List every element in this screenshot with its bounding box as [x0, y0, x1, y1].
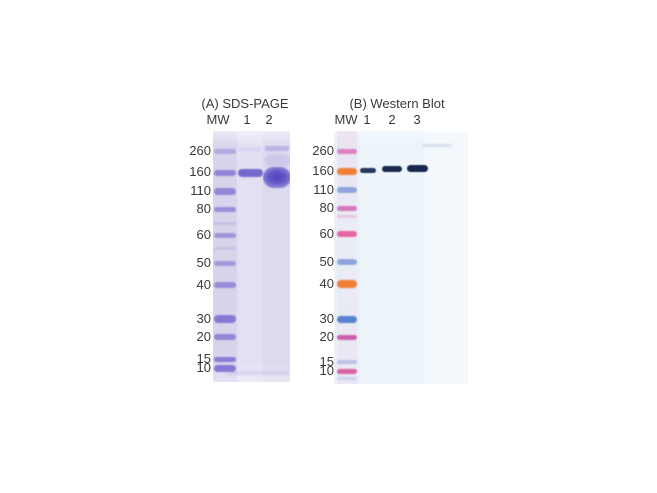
lane-label-1: 1 — [363, 112, 371, 127]
mw-label-80kda: 80 — [319, 200, 334, 215]
sample-band-lane2 — [263, 166, 290, 188]
mw-label-30kda: 30 — [196, 311, 211, 326]
ladder-band-30kda — [337, 315, 357, 323]
mw-label-10kda: 10 — [319, 363, 334, 378]
mw-label-40kda: 40 — [319, 276, 334, 291]
mw-label-260kda: 260 — [312, 143, 334, 158]
ladder-band-160kda — [214, 170, 236, 176]
ladder-band-260kda — [214, 148, 236, 154]
ladder-band-80kda — [214, 206, 236, 212]
ladder-band-50kda — [214, 260, 236, 266]
gel-image-sds-page — [213, 131, 290, 382]
ladder-band-80kda — [337, 205, 357, 211]
ladder-band-minor — [214, 221, 236, 225]
ladder-band-110kda — [337, 187, 357, 193]
ladder-band-minor — [214, 246, 236, 250]
ladder-band-20kda — [337, 334, 357, 340]
sample-band-lane3 — [422, 143, 452, 147]
mw-label-60kda: 60 — [319, 226, 334, 241]
ladder-band-60kda — [214, 232, 236, 238]
sample-band-lane2 — [265, 153, 290, 167]
mw-label-15kda: 15 — [319, 354, 334, 369]
lane-label-2: 2 — [388, 112, 396, 127]
sample-band-lane3 — [407, 164, 428, 172]
ladder-band-10kda — [214, 364, 236, 372]
mw-label-110kda: 110 — [313, 182, 334, 197]
mw-label-110kda: 110 — [190, 183, 211, 198]
ladder-band-30kda — [214, 315, 236, 323]
mw-label-20kda: 20 — [196, 329, 211, 344]
sample-band-lane1 — [238, 169, 263, 177]
panel-title-western-blot: (B) Western Blot — [349, 96, 445, 111]
mw-label-20kda: 20 — [319, 329, 334, 344]
gel-image-western-blot — [334, 131, 468, 384]
sample-band-lane1 — [239, 147, 261, 151]
ladder-band-40kda — [337, 280, 357, 288]
sample-band-lane1 — [360, 167, 376, 173]
ladder-band-10kda — [337, 368, 357, 374]
mw-label-160kda: 160 — [312, 163, 334, 178]
gel-artifact-band — [227, 371, 289, 375]
ladder-band-110kda — [214, 187, 236, 195]
mw-label-160kda: 160 — [189, 164, 211, 179]
mw-label-40kda: 40 — [196, 277, 211, 292]
ladder-band-15kda — [337, 360, 357, 364]
ladder-band-20kda — [214, 334, 236, 340]
lane-label-3: 3 — [413, 112, 421, 127]
ladder-band-160kda — [337, 167, 357, 175]
ladder-band-60kda — [337, 231, 357, 237]
ladder-band-15kda — [214, 356, 236, 362]
panel-title-sds-page: (A) SDS-PAGE — [201, 96, 289, 111]
mw-label-50kda: 50 — [319, 254, 334, 269]
mw-label-260kda: 260 — [189, 143, 211, 158]
ladder-band-260kda — [337, 148, 357, 154]
ladder-band-40kda — [214, 282, 236, 288]
sample-band-lane2 — [382, 166, 402, 172]
mw-label-80kda: 80 — [196, 201, 211, 216]
mw-label-60kda: 60 — [196, 227, 211, 242]
mw-label-50kda: 50 — [196, 255, 211, 270]
mw-label-15kda: 15 — [196, 351, 211, 366]
ladder-band-50kda — [337, 259, 357, 265]
lane-label-2: 2 — [265, 112, 273, 127]
ladder-band-minor — [337, 376, 357, 380]
lane-label-1: 1 — [243, 112, 251, 127]
sample-band-lane2 — [265, 145, 289, 151]
mw-label-10kda: 10 — [196, 360, 211, 375]
ladder-band-minor — [337, 214, 357, 218]
mw-label-30kda: 30 — [319, 311, 334, 326]
lane-label-mw: MW — [334, 112, 358, 127]
lane-label-mw: MW — [206, 112, 230, 127]
